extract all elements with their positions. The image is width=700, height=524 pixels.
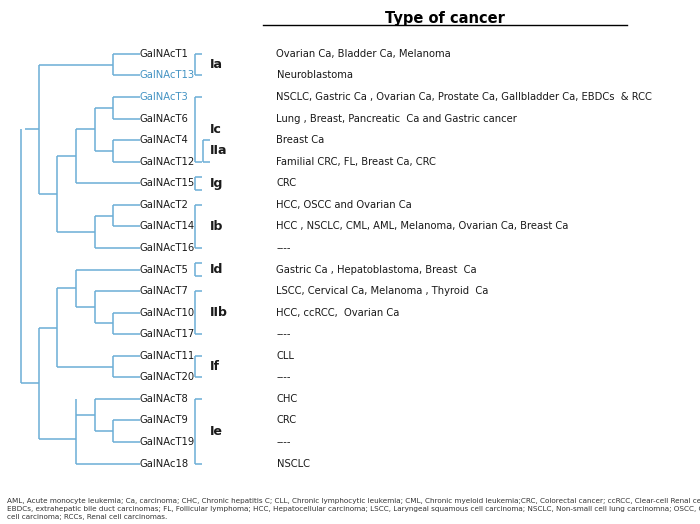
- Text: Ib: Ib: [210, 220, 223, 233]
- Text: Neuroblastoma: Neuroblastoma: [276, 70, 353, 81]
- Text: IIb: IIb: [210, 306, 228, 319]
- Text: GalNAcT8: GalNAcT8: [139, 394, 188, 404]
- Text: CHC: CHC: [276, 394, 298, 404]
- Text: AML, Acute monocyte leukemia; Ca, carcinoma; CHC, Chronic hepatitis C; CLL, Chro: AML, Acute monocyte leukemia; Ca, carcin…: [7, 498, 700, 520]
- Text: Id: Id: [210, 263, 223, 276]
- Text: HCC, ccRCC,  Ovarian Ca: HCC, ccRCC, Ovarian Ca: [276, 308, 400, 318]
- Text: GalNAcT17: GalNAcT17: [139, 329, 195, 339]
- Text: CLL: CLL: [276, 351, 295, 361]
- Text: LSCC, Cervical Ca, Melanoma , Thyroid  Ca: LSCC, Cervical Ca, Melanoma , Thyroid Ca: [276, 286, 489, 296]
- Text: Breast Ca: Breast Ca: [276, 135, 325, 145]
- Text: ----: ----: [276, 373, 291, 383]
- Text: Lung , Breast, Pancreatic  Ca and Gastric cancer: Lung , Breast, Pancreatic Ca and Gastric…: [276, 114, 517, 124]
- Text: Ie: Ie: [210, 425, 223, 438]
- Text: GalNAcT15: GalNAcT15: [139, 178, 195, 188]
- Text: HCC, OSCC and Ovarian Ca: HCC, OSCC and Ovarian Ca: [276, 200, 412, 210]
- Text: Type of cancer: Type of cancer: [384, 11, 505, 26]
- Text: Ia: Ia: [210, 58, 223, 71]
- Text: Ovarian Ca, Bladder Ca, Melanoma: Ovarian Ca, Bladder Ca, Melanoma: [276, 49, 452, 59]
- Text: GalNAcT2: GalNAcT2: [139, 200, 188, 210]
- Text: Gastric Ca , Hepatoblastoma, Breast  Ca: Gastric Ca , Hepatoblastoma, Breast Ca: [276, 265, 477, 275]
- Text: GalNAcT11: GalNAcT11: [139, 351, 195, 361]
- Text: GalNAcT14: GalNAcT14: [139, 222, 195, 232]
- Text: ----: ----: [276, 329, 291, 339]
- Text: IIa: IIa: [210, 145, 228, 157]
- Text: Familial CRC, FL, Breast Ca, CRC: Familial CRC, FL, Breast Ca, CRC: [276, 157, 436, 167]
- Text: CRC: CRC: [276, 178, 297, 188]
- Text: If: If: [210, 360, 220, 373]
- Text: GalNAcT12: GalNAcT12: [139, 157, 195, 167]
- Text: CRC: CRC: [276, 416, 297, 425]
- Text: GalNAcT4: GalNAcT4: [139, 135, 188, 145]
- Text: NSCLC: NSCLC: [276, 458, 309, 468]
- Text: GalNAc18: GalNAc18: [139, 458, 188, 468]
- Text: GalNAcT19: GalNAcT19: [139, 437, 195, 447]
- Text: ----: ----: [276, 243, 291, 253]
- Text: ----: ----: [276, 437, 291, 447]
- Text: GalNAcT9: GalNAcT9: [139, 416, 188, 425]
- Text: GalNAcT16: GalNAcT16: [139, 243, 195, 253]
- Text: GalNAcT5: GalNAcT5: [139, 265, 188, 275]
- Text: GalNAcT13: GalNAcT13: [139, 70, 195, 81]
- Text: NSCLC, Gastric Ca , Ovarian Ca, Prostate Ca, Gallbladder Ca, EBDCs  & RCC: NSCLC, Gastric Ca , Ovarian Ca, Prostate…: [276, 92, 652, 102]
- Text: GalNAcT6: GalNAcT6: [139, 114, 188, 124]
- Text: GalNAcT1: GalNAcT1: [139, 49, 188, 59]
- Text: Ic: Ic: [210, 123, 222, 136]
- Text: GalNAcT20: GalNAcT20: [139, 373, 195, 383]
- Text: GalNAcT10: GalNAcT10: [139, 308, 195, 318]
- Text: GalNAcT7: GalNAcT7: [139, 286, 188, 296]
- Text: HCC , NSCLC, CML, AML, Melanoma, Ovarian Ca, Breast Ca: HCC , NSCLC, CML, AML, Melanoma, Ovarian…: [276, 222, 569, 232]
- Text: Ig: Ig: [210, 177, 223, 190]
- Text: GalNAcT3: GalNAcT3: [139, 92, 188, 102]
